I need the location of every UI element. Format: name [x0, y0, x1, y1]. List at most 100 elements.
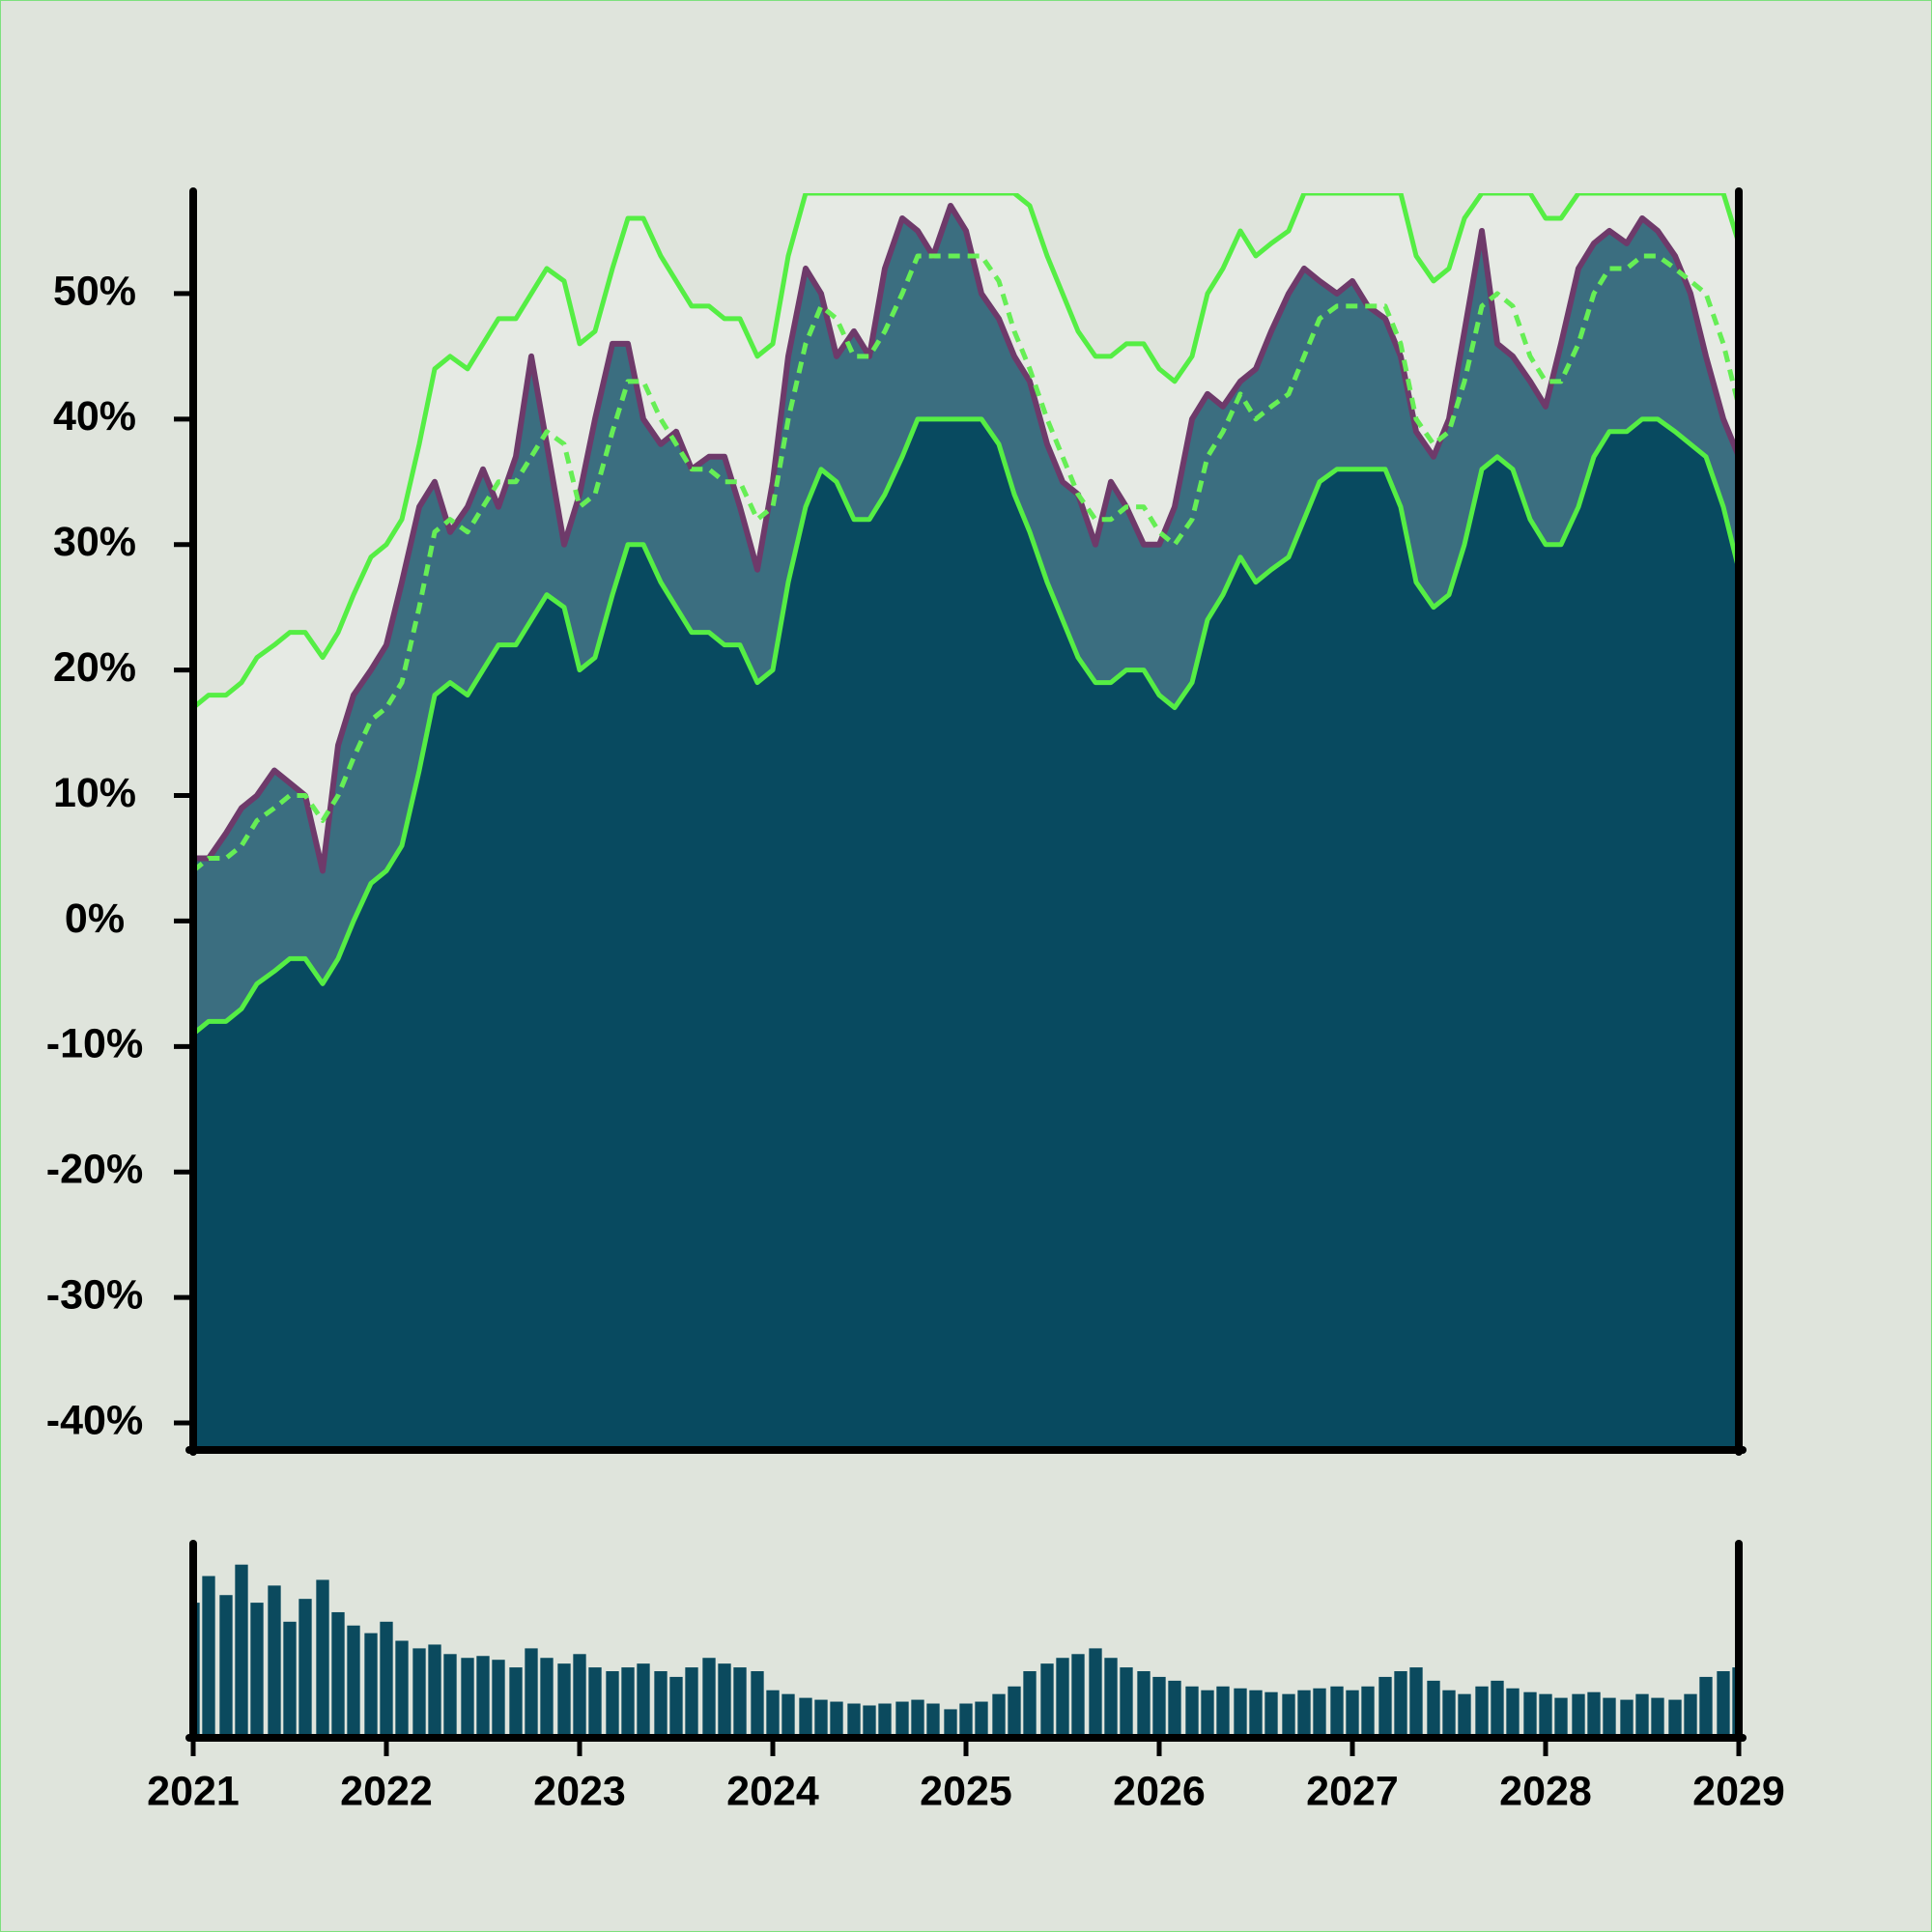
volume-bar [1201, 1690, 1214, 1736]
line [193, 193, 1739, 710]
volume-bar [1572, 1693, 1585, 1736]
volume-bar [863, 1705, 876, 1736]
volume-bar [380, 1621, 393, 1736]
volume-bar [1587, 1691, 1601, 1736]
volume-bar [331, 1611, 345, 1736]
volume-bar [926, 1703, 940, 1736]
volume-bar [316, 1579, 329, 1736]
x-tick-label: 2022 [340, 1768, 433, 1814]
volume-bar [1071, 1654, 1085, 1736]
volume-bar [1684, 1693, 1697, 1736]
volume-bar [476, 1656, 490, 1736]
volume-bar [1458, 1693, 1471, 1736]
volume-bar [1603, 1697, 1616, 1736]
volume-bar [1378, 1676, 1392, 1736]
volume-bar [1394, 1671, 1407, 1736]
volume-bar [443, 1654, 457, 1736]
y-tick-label: -40% [46, 1397, 143, 1443]
volume-bar [1282, 1693, 1295, 1736]
volume-bar [1635, 1693, 1649, 1736]
volume-bar [766, 1690, 780, 1736]
volume-bar [1699, 1676, 1713, 1736]
volume-bar [525, 1648, 538, 1736]
line [193, 253, 1739, 873]
volume-bar [911, 1699, 924, 1736]
volume-bar [540, 1658, 554, 1736]
volume-bar [654, 1671, 668, 1736]
volume-bar [412, 1648, 426, 1736]
volume-bar [1554, 1697, 1568, 1736]
volume-bar [621, 1667, 635, 1736]
volume-bar [1409, 1667, 1423, 1736]
volume-bar [1427, 1680, 1440, 1736]
y-tick-label: 10% [53, 770, 136, 816]
volume-bar [1491, 1680, 1504, 1736]
volume-bar [250, 1603, 264, 1736]
x-tick-label: 2027 [1306, 1768, 1399, 1814]
volume-bar [606, 1671, 619, 1736]
volume-bar [202, 1576, 215, 1736]
volume-bar [1523, 1691, 1537, 1736]
y-tick-label: -10% [46, 1021, 143, 1067]
y-tick-label: -30% [46, 1271, 143, 1318]
volume-bar [1168, 1680, 1181, 1736]
volume-bar [685, 1667, 698, 1736]
volume-bar [219, 1595, 233, 1736]
y-tick-label: 30% [53, 519, 136, 565]
main-plot [193, 193, 1739, 1448]
x-tick-label: 2024 [726, 1768, 819, 1814]
volume-bar [1651, 1697, 1664, 1736]
volume-bar [557, 1663, 571, 1736]
volume-bar [235, 1564, 248, 1736]
volume-bar [878, 1703, 892, 1736]
volume-bar [830, 1701, 843, 1736]
y-tick-label: 0% [65, 895, 125, 942]
line [193, 416, 1739, 1037]
y-tick-label: 20% [53, 644, 136, 691]
volume-bar [1216, 1686, 1230, 1736]
volume-bar [1475, 1686, 1489, 1736]
volume-bar [283, 1621, 297, 1736]
volume-bar [1620, 1699, 1634, 1736]
volume-bar [1539, 1693, 1552, 1736]
volume-bar [1361, 1686, 1375, 1736]
volume-bar [1297, 1690, 1311, 1736]
volume-bar [298, 1599, 312, 1736]
volume-bar [1008, 1686, 1021, 1736]
volume-bar [1056, 1658, 1069, 1736]
volume-bar [364, 1633, 378, 1736]
y-tick-label: 50% [53, 268, 136, 314]
volume-bar [492, 1660, 505, 1736]
volume-bar [1442, 1690, 1456, 1736]
volume-bar [1234, 1688, 1247, 1736]
x-tick-label: 2021 [147, 1768, 240, 1814]
y-tick-label: 40% [53, 393, 136, 440]
x-tick-label: 2026 [1113, 1768, 1206, 1814]
volume-bar [1040, 1663, 1054, 1736]
line [193, 202, 1739, 874]
volume-bar [847, 1703, 861, 1736]
volume-bar [992, 1693, 1006, 1736]
volume-bar [588, 1667, 602, 1736]
volume-bar [975, 1701, 988, 1736]
volume-bar [733, 1667, 747, 1736]
x-tick-label: 2025 [920, 1768, 1012, 1814]
volume-bar [781, 1693, 795, 1736]
volume-bar [718, 1663, 731, 1736]
volume-bar [751, 1671, 764, 1736]
volume-bar [1023, 1671, 1037, 1736]
volume-bar [395, 1640, 409, 1736]
volume-bar [814, 1699, 828, 1736]
axes: -40% -30% -20% -10% 0% 10% 20% 30% 40% 50% 2021 202… [46, 187, 1785, 1814]
volume-bar [895, 1701, 909, 1736]
volume-bar [573, 1654, 586, 1736]
volume-bar [428, 1644, 441, 1736]
volume-bar [1089, 1648, 1102, 1736]
volume-bar [509, 1667, 523, 1736]
volume-bar [1313, 1688, 1326, 1736]
y-tick-label: -20% [46, 1147, 143, 1193]
volume-bar [702, 1658, 716, 1736]
volume-bar [347, 1625, 360, 1736]
